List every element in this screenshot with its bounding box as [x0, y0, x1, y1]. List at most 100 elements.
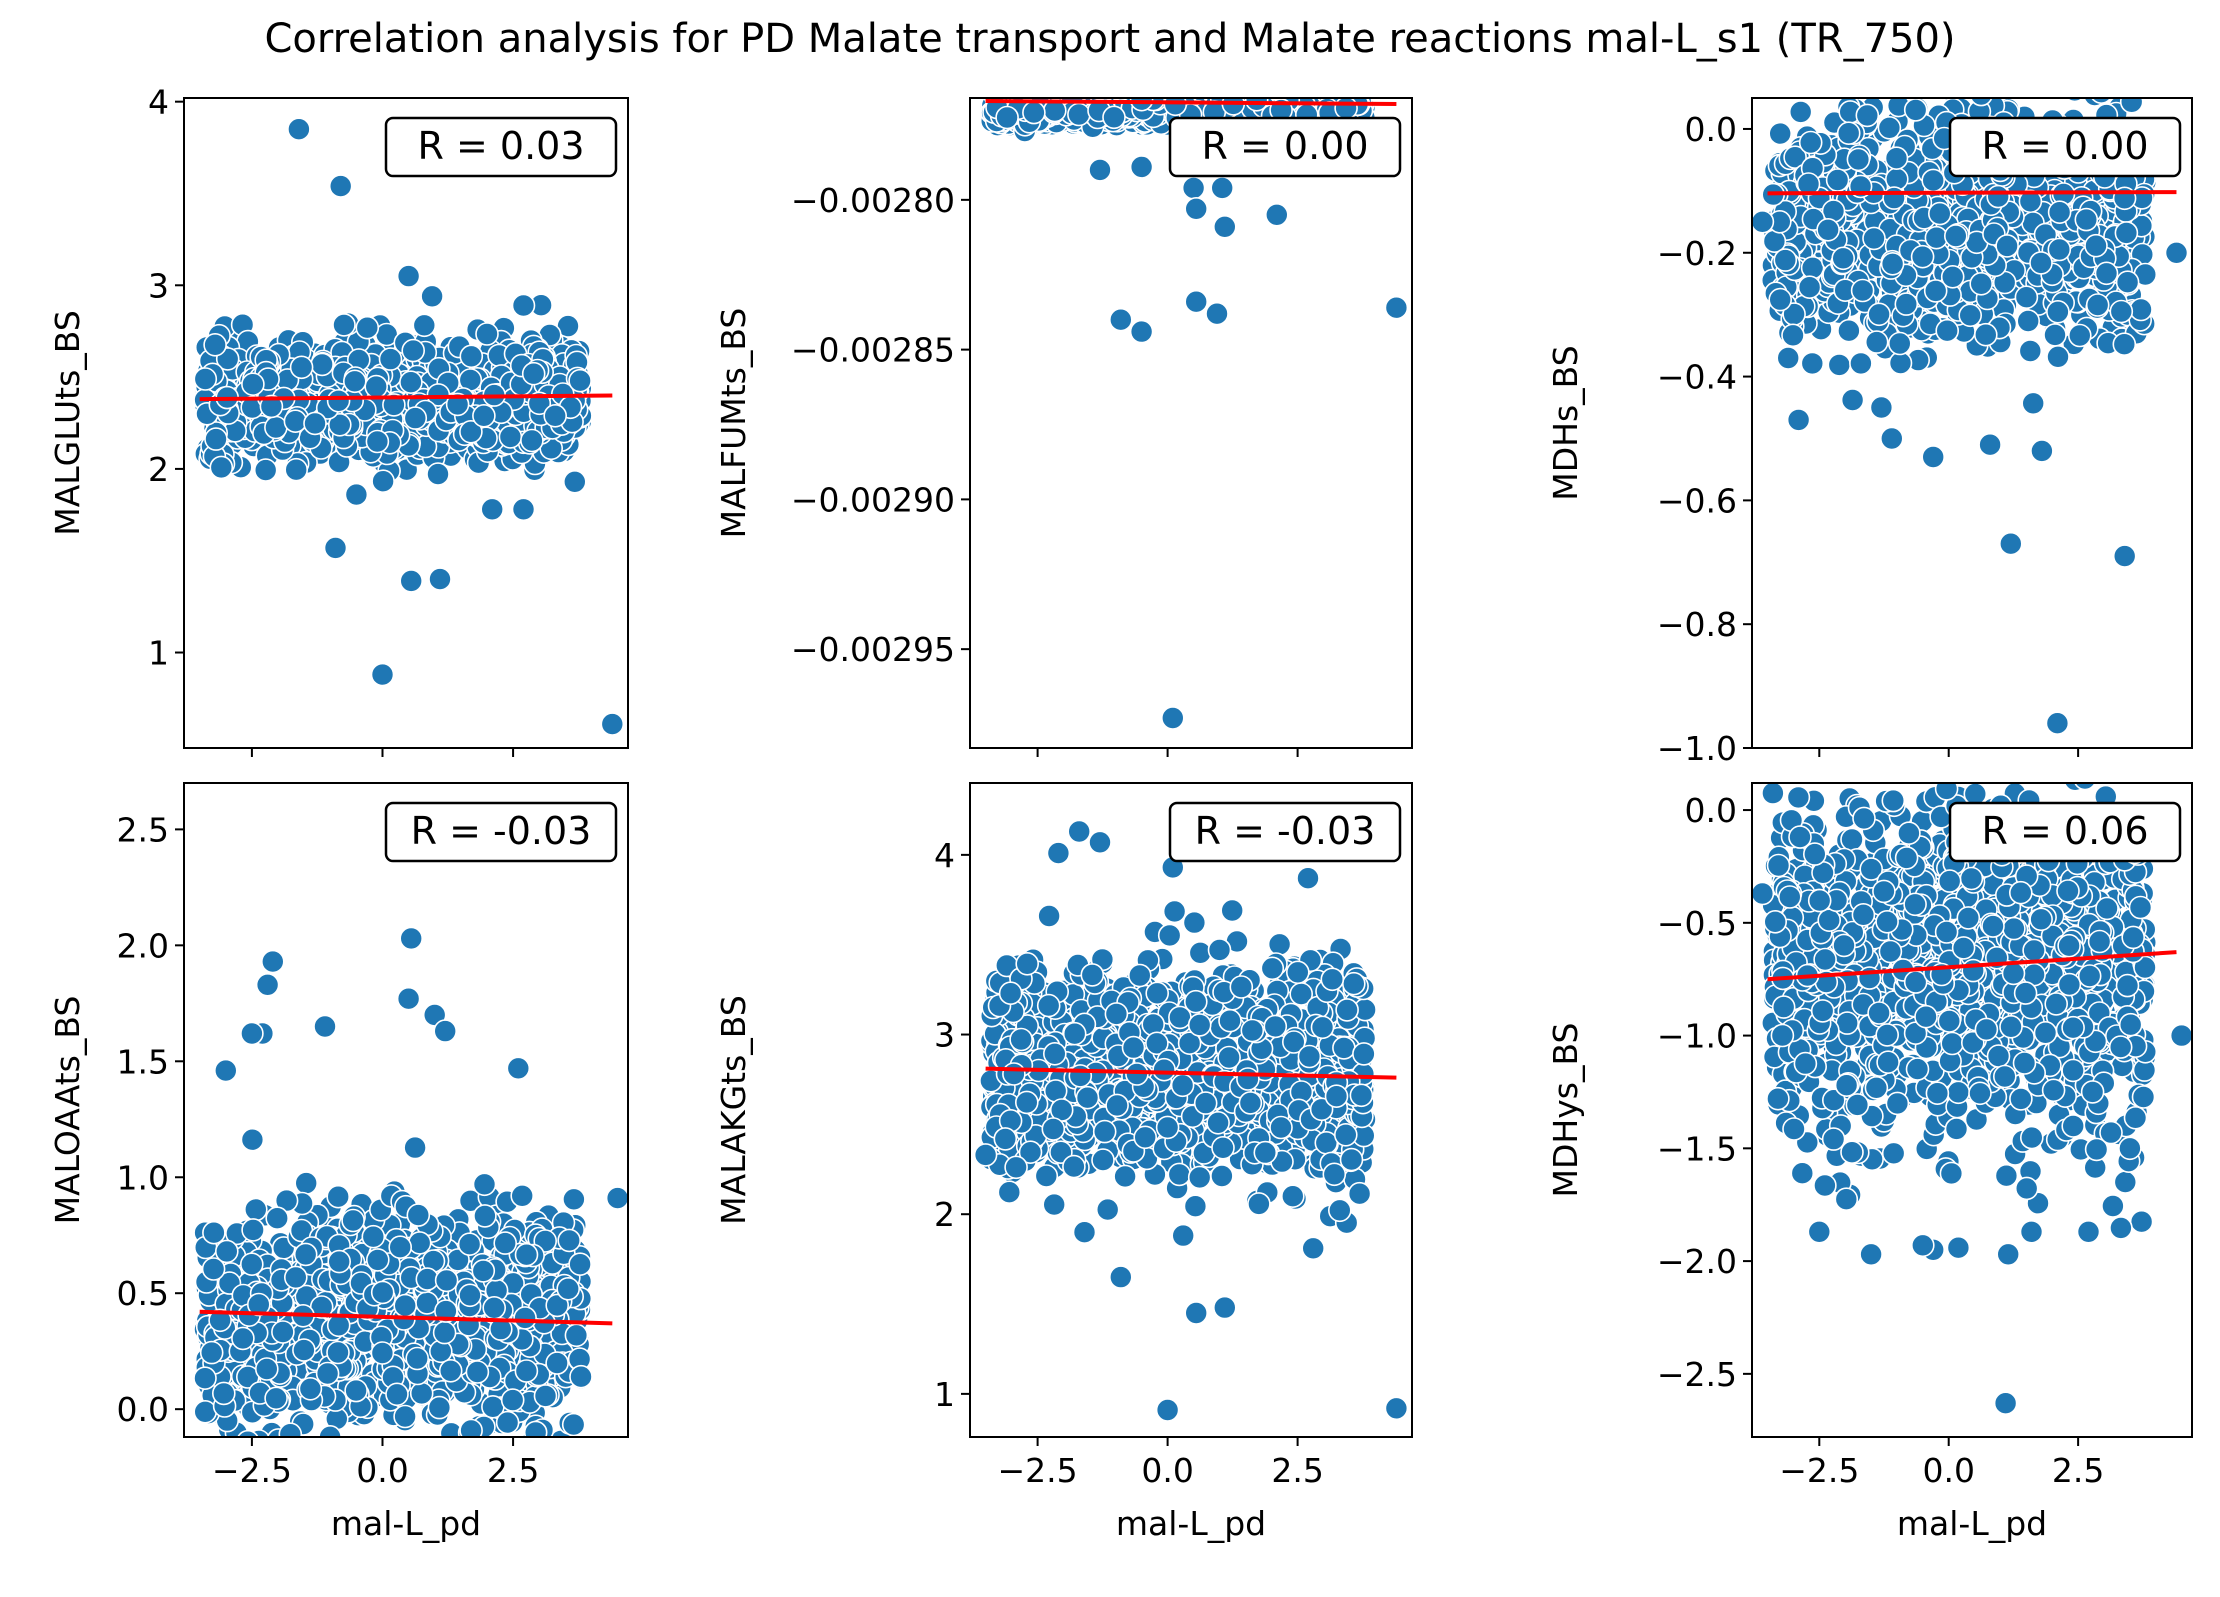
scatter-point-outlier — [428, 567, 452, 591]
scatter-point — [264, 415, 288, 440]
scatter-point — [203, 332, 227, 357]
scatter-point-outlier — [600, 712, 625, 736]
scatter-point — [1884, 146, 1909, 170]
scatter-point-outlier — [1161, 706, 1185, 730]
scatter-point — [1974, 322, 1998, 347]
scatter-point — [2094, 261, 2119, 286]
y-axis-label: MALFUMts_BS — [714, 308, 753, 539]
correlation-box — [384, 116, 618, 178]
scatter-point — [1783, 145, 1807, 169]
scatter-point — [342, 369, 367, 394]
scatter-point — [1816, 218, 1840, 242]
y-tick-label: −0.00285 — [791, 331, 955, 370]
scatter-point — [284, 457, 309, 482]
scatter-point — [355, 315, 380, 340]
scatter-point — [327, 412, 352, 437]
scatter-points — [979, 98, 1409, 730]
y-tick-label: −0.00295 — [791, 630, 955, 669]
scatter-point — [2114, 221, 2139, 245]
correlation-box — [1168, 116, 1402, 178]
scatter-point-outlier — [1184, 197, 1208, 221]
scatter-point — [1986, 184, 2010, 209]
scatter-point — [2068, 323, 2092, 348]
scatter-point-outlier — [396, 264, 421, 288]
axes-frame — [1751, 97, 2193, 749]
scatter-point-outlier — [370, 662, 395, 687]
scatter-point-outlier — [1776, 346, 1800, 370]
scatter-point — [1022, 100, 1046, 125]
scatter-point — [2043, 323, 2067, 347]
y-tick-label: 0.0 — [1685, 110, 1737, 149]
scatter-point — [1910, 244, 1935, 269]
scatter-point — [364, 374, 389, 399]
scatter-point — [995, 105, 1019, 130]
scatter-point — [2109, 299, 2134, 324]
y-tick-label: −1.0 — [1657, 729, 1737, 768]
figure-title: Correlation analysis for PD Malate trans… — [264, 16, 1955, 62]
scatter-point — [332, 313, 356, 337]
scatter-point-outlier — [1880, 426, 1904, 451]
scatter-point — [1797, 275, 1822, 300]
scatter-point — [1781, 323, 1805, 348]
scatter-point — [1894, 292, 1919, 316]
scatter-point — [543, 403, 568, 428]
scatter-point — [562, 469, 587, 494]
scatter-point — [2046, 344, 2070, 369]
scatter-point-outlier — [1205, 301, 1229, 326]
scatter-point — [1825, 168, 1850, 192]
scatter-point — [1768, 287, 1792, 312]
scatter-point-outlier — [287, 117, 311, 141]
scatter-point — [1928, 201, 1952, 226]
scatter-point-outlier — [1265, 203, 1289, 227]
scatter-point-outlier — [1088, 158, 1112, 182]
scatter-point — [1921, 168, 1945, 193]
scatter-point — [472, 403, 496, 428]
scatter-point — [1888, 351, 1913, 375]
scatter-point — [1831, 246, 1855, 271]
scatter-point — [1923, 279, 1948, 303]
scatter-point — [568, 368, 592, 393]
scatter-point-outlier — [1869, 395, 1894, 420]
scatter-point — [1800, 255, 1825, 280]
scatter-point — [1798, 130, 1823, 155]
scatter-point-outlier — [1181, 176, 1206, 200]
y-tick-label: 4 — [148, 83, 169, 122]
y-tick-label: 3 — [148, 266, 169, 305]
scatter-point — [401, 338, 426, 363]
subplot-2: −0.00295−0.00290−0.00285−0.00280MALFUMts… — [714, 97, 1413, 757]
scatter-point-outlier — [511, 293, 536, 318]
scatter-point — [204, 427, 228, 451]
scatter-point — [2112, 332, 2137, 357]
scatter-point — [2016, 309, 2040, 333]
scatter-point — [1846, 147, 1871, 172]
scatter-point-outlier — [1109, 307, 1133, 332]
scatter-point — [520, 428, 544, 453]
regression-line — [1767, 190, 2177, 196]
scatter-point — [378, 347, 403, 371]
scatter-point-outlier — [1129, 155, 1154, 179]
scatter-point-outlier — [480, 497, 505, 522]
subplot-4: 0.00.51.01.52.02.5−2.5 0.0 2.5MALOAAts_BSm… — [48, 782, 629, 1543]
scatter-point-outlier — [1999, 531, 2023, 556]
correlation-label: R = 0.00 — [1981, 124, 2148, 168]
scatter-point — [521, 361, 546, 386]
scatter-point — [475, 322, 499, 346]
scatter-point — [1877, 116, 1902, 140]
scatter-points — [193, 926, 628, 1437]
scatter-point-outlier — [323, 536, 348, 560]
scatter-point — [1840, 388, 1865, 412]
scatter-point — [1903, 98, 1928, 122]
scatter-point — [1067, 102, 1091, 127]
scatter-point — [1880, 251, 1905, 276]
scatter-point — [1849, 351, 1873, 376]
scatter-point — [241, 372, 265, 397]
scatter-point — [2029, 251, 2053, 275]
scatter-point — [1850, 278, 1875, 303]
scatter-point — [289, 355, 314, 380]
y-tick-label: 1 — [148, 634, 169, 673]
scatter-point — [2047, 200, 2072, 224]
scatter-point — [2115, 270, 2140, 295]
scatter-point — [1867, 302, 1891, 327]
scatter-point-outlier — [1184, 289, 1208, 314]
